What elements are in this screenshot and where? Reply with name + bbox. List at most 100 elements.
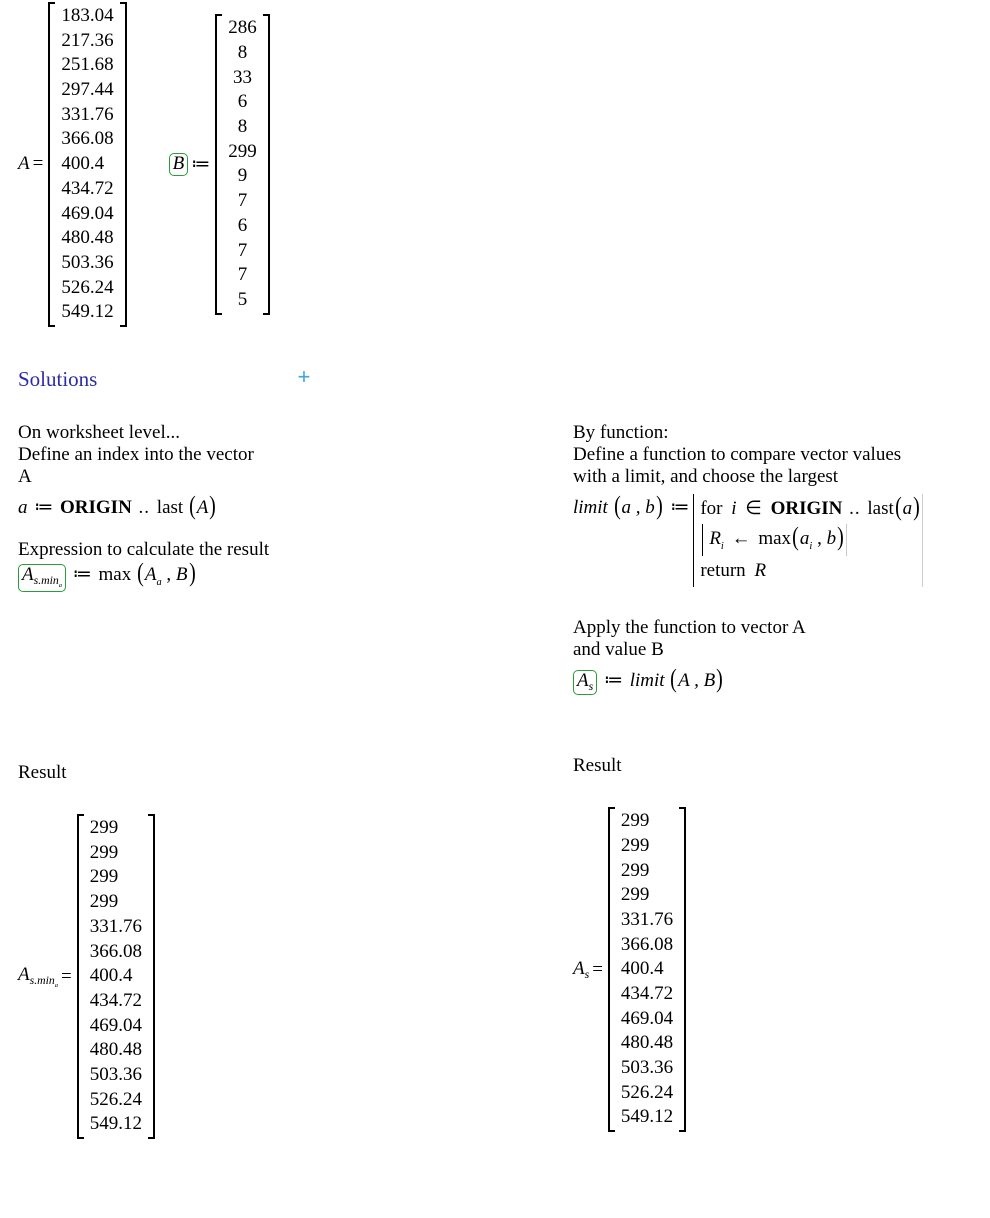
defined-var-asmin[interactable]: As.mina [18,564,66,592]
matrix-cell: 503.36 [88,1063,144,1088]
asmin-result-equation: As.mina = 299299299299331.76366.08400.44… [18,814,573,1139]
equals-sign: = [33,153,44,175]
matrix-cell: 9 [226,164,259,189]
solution-worksheet-level: On worksheet level... Define an index in… [18,422,573,1139]
limit-args: a , b [621,497,654,518]
open-paren-icon: ( [670,668,677,689]
matrix-cell: 366.08 [59,127,115,152]
matrix-cell: 286 [226,16,259,41]
worksheet-page: A = 183.04217.36251.68297.44331.76366.08… [0,0,990,1218]
comma: , [162,564,176,585]
matrix-cell: 6 [226,214,259,239]
close-paren-icon: ) [210,495,217,516]
close-paren-icon: ) [189,562,196,583]
text-line: A [18,466,573,488]
range-dots: .. [139,497,151,518]
matrix-cell: 400.4 [88,964,144,989]
for-line: for i ∈ ORIGIN .. last(a) [700,494,921,524]
open-paren-icon: ( [189,495,196,516]
result-label: Result [18,762,573,784]
close-paren-icon: ) [716,668,723,689]
matrix-cell: 400.4 [619,957,675,982]
matrix-cell: 299 [619,859,675,884]
matrix-cell: 299 [88,841,144,866]
matrix-cell: 434.72 [59,177,115,202]
matrix-cell: 299 [226,140,259,165]
defined-var-as[interactable]: As [573,670,597,695]
matrix-cell: 434.72 [619,982,675,1007]
matrix-cell: 299 [619,883,675,908]
matrix-cell: 183.04 [59,4,115,29]
matrix-a: 183.04217.36251.68297.44331.76366.08400.… [48,2,126,327]
text-line: Expression to calculate the result [18,539,573,561]
limit-fn-call: limit [630,670,665,691]
matrix-cell: 8 [226,41,259,66]
matrix-as-result: 299299299299331.76366.08400.4434.72469.0… [608,807,686,1132]
text-line: and value B [573,639,972,661]
matrix-cell: 469.04 [88,1014,144,1039]
arg-b: B [176,564,188,585]
limit-fn-definition: limit (a , b) ≔ for i ∈ ORIGIN .. last(a… [573,494,972,587]
close-paren-icon: ) [656,495,663,516]
open-paren-icon: ( [137,562,144,583]
arg-a: Aa [145,564,162,585]
var-a-lower: a [18,497,28,518]
matrix-cell: 480.48 [88,1038,144,1063]
solutions-header-row: Solutions + [18,367,972,392]
matrix-asmin-result: 299299299299331.76366.08400.4434.72469.0… [77,814,155,1139]
matrix-cell: 299 [88,890,144,915]
matrix-cell: 366.08 [88,940,144,965]
matrix-cell: 5 [226,288,259,313]
limit-fn-name: limit [573,497,608,518]
last-arg: A [197,497,209,518]
matrix-cell: 503.36 [619,1056,675,1081]
matrix-cell: 331.76 [88,915,144,940]
insertion-cursor-icon[interactable]: + [297,368,310,390]
result-lhs: As [573,958,589,982]
text-line: Apply the function to vector A [573,617,972,639]
matrix-cell: 299 [619,834,675,859]
matrix-cell: 526.24 [619,1081,675,1106]
text-line: Define an index into the vector [18,444,573,466]
result-lhs: As.mina [18,964,58,989]
matrix-cell: 217.36 [59,29,115,54]
as-result-equation: As = 299299299299331.76366.08400.4434.72… [573,807,972,1132]
result-label: Result [573,755,972,777]
solutions-columns: On worksheet level... Define an index in… [18,422,972,1139]
matrix-cell: 7 [226,263,259,288]
top-definitions: A = 183.04217.36251.68297.44331.76366.08… [18,0,972,327]
matrix-cell: 7 [226,189,259,214]
matrix-cell: 526.24 [59,276,115,301]
matrix-cell: 434.72 [88,989,144,1014]
assign-op: ≔ [670,497,689,518]
solution-by-function: By function: Define a function to compar… [573,422,972,1139]
matrix-cell: 33 [226,66,259,91]
matrix-b: 28683368299976775 [215,14,270,314]
matrix-cell: 480.48 [619,1031,675,1056]
matrix-cell: 469.04 [619,1007,675,1032]
matrix-cell: 549.12 [59,300,115,325]
matrix-cell: 7 [226,239,259,264]
text-line: On worksheet level... [18,422,573,444]
matrix-cell: 331.76 [59,103,115,128]
open-paren-icon: ( [614,495,621,516]
asmin-definition: As.mina ≔ max (Aa , B) [18,561,573,592]
last-fn: last [157,497,183,518]
matrix-cell: 526.24 [88,1088,144,1113]
text-line: with a limit, and choose the largest [573,466,972,488]
limit-call-args: A , B [678,670,715,691]
max-fn: max [99,564,132,585]
matrix-cell: 251.68 [59,53,115,78]
assign-op: ≔ [191,153,210,176]
matrix-cell: 366.08 [619,933,675,958]
defined-var-b[interactable]: B [169,153,189,176]
origin-kw: ORIGIN [60,497,132,518]
index-definition: a ≔ ORIGIN .. last (A) [18,494,573,519]
matrix-cell: 6 [226,90,259,115]
solutions-title: Solutions [18,367,97,392]
assign-op: ≔ [34,497,53,518]
matrix-a-equation: A = 183.04217.36251.68297.44331.76366.08… [18,2,129,327]
matrix-cell: 331.76 [619,908,675,933]
matrix-cell: 8 [226,115,259,140]
return-line: return R [700,556,921,586]
